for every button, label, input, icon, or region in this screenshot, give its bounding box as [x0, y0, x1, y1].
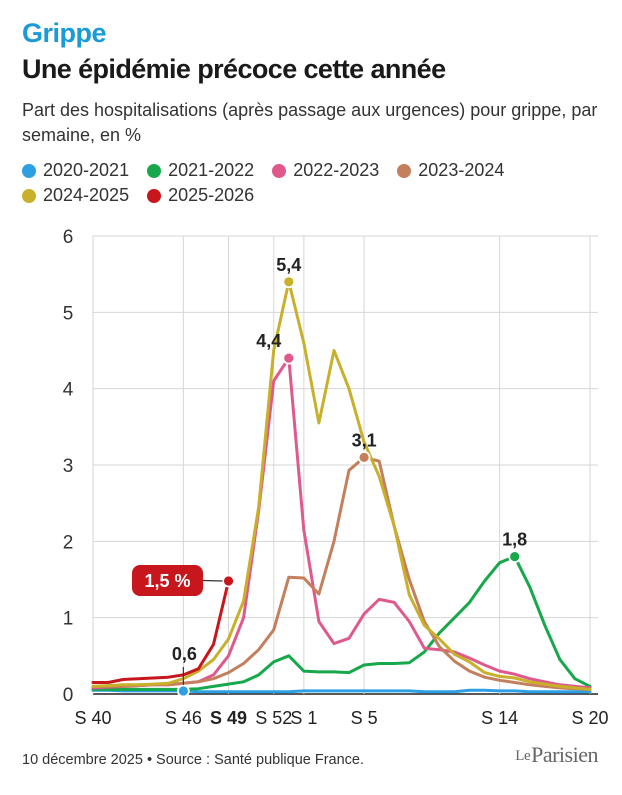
y-tick-label: 5 [63, 303, 74, 324]
value-badge [132, 565, 203, 596]
data-label: 1,8 [502, 530, 527, 550]
data-point-marker [357, 450, 371, 464]
legend-item-2025-2026: 2025-2026 [147, 185, 254, 206]
legend-label: 2022-2023 [293, 160, 380, 180]
legend-item-2021-2022: 2021-2022 [147, 160, 254, 181]
x-tick-label: S 14 [481, 708, 518, 728]
x-tick-label: S 40 [74, 708, 111, 728]
badge-label: 1,5 % [144, 571, 190, 591]
x-tick-label: S 46 [165, 708, 202, 728]
legend-swatch [22, 163, 36, 178]
chart-subtitle: Part des hospitalisations (après passage… [22, 100, 598, 145]
data-point-marker [282, 351, 296, 365]
x-tick-label: S 49 [210, 708, 247, 728]
x-tick-label: S 5 [351, 708, 378, 728]
le-parisien-logo: LeParisien [515, 742, 598, 768]
legend-swatch [272, 163, 287, 178]
legend-swatch [147, 163, 162, 178]
y-tick-label: 0 [63, 685, 74, 706]
x-tick-label: S 20 [571, 708, 608, 728]
x-tick-label: S 1 [290, 708, 317, 728]
logo-name: Parisien [531, 742, 598, 767]
series-line-2022-2023 [91, 356, 592, 690]
data-label: 5,4 [276, 255, 301, 275]
legend-row-2: 2024-2025 2025-2026 [22, 183, 602, 208]
series-line-2021-2022 [91, 555, 592, 691]
kicker: Grippe [22, 18, 107, 48]
legend-label: 2021-2022 [168, 160, 255, 180]
y-tick-label: 4 [63, 380, 74, 401]
source-footer: 10 décembre 2025 • Source : Santé publiq… [22, 752, 365, 768]
data-label: 0,6 [172, 644, 197, 664]
y-tick-label: 6 [63, 227, 74, 248]
legend-item-2023-2024: 2023-2024 [397, 160, 504, 181]
data-label: 4,4 [256, 331, 281, 351]
legend-label: 2020-2021 [43, 160, 130, 180]
series-line-2024-2025 [91, 280, 592, 691]
legend-label: 2025-2026 [168, 185, 255, 205]
y-tick-label: 1 [63, 609, 74, 630]
data-point-marker [222, 574, 235, 588]
legend-label: 2024-2025 [43, 185, 130, 205]
data-point-marker [282, 275, 296, 289]
legend-label: 2023-2024 [418, 160, 505, 180]
y-tick-label: 2 [63, 532, 74, 553]
series-line-2023-2024 [91, 455, 592, 691]
data-label: 3,1 [352, 430, 377, 450]
legend-item-2020-2021: 2020-2021 [22, 160, 129, 181]
legend-swatch [22, 188, 36, 203]
legend: 2020-2021 2021-2022 2022-2023 2023-2024 … [22, 158, 602, 208]
data-point-marker [508, 550, 522, 563]
series-line-2025-2026 [91, 579, 230, 684]
chart-title: Une épidémie précoce cette année [22, 54, 446, 84]
data-point-marker [176, 684, 190, 698]
legend-item-2024-2025: 2024-2025 [22, 185, 129, 206]
badge-leader [202, 579, 223, 582]
y-tick-label: 3 [63, 456, 74, 477]
legend-item-2022-2023: 2022-2023 [272, 160, 379, 181]
logo-le: Le [515, 748, 531, 764]
legend-swatch [397, 163, 412, 178]
x-tick-label: S 52 [255, 708, 292, 728]
legend-row-1: 2020-2021 2021-2022 2022-2023 2023-2024 [22, 158, 602, 183]
legend-swatch [147, 188, 162, 203]
